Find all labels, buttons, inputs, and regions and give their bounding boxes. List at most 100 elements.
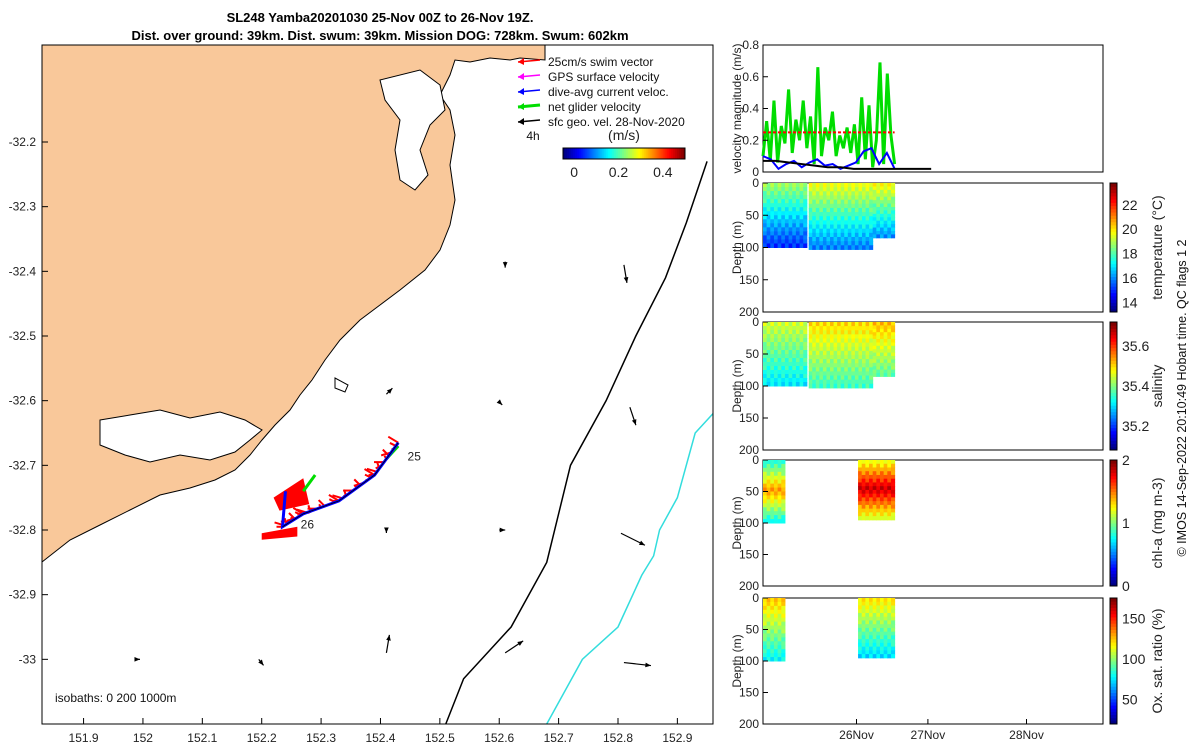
profile-cell [890,359,896,364]
profile-cell [890,497,896,502]
colorbar-cell [1110,516,1117,521]
profile-cell [803,366,808,371]
profile-cell [879,501,885,506]
profile-cell [858,504,863,510]
profile-cell [808,232,813,238]
profile-cell [837,379,842,385]
profile-cell [862,220,867,226]
profile-cell [879,356,885,360]
profile-cell [766,625,771,630]
profile-cell [876,366,881,371]
profile-cell [795,187,801,192]
profile-cell [763,629,768,634]
profile-cell [812,354,817,360]
profile-cell [847,354,852,360]
profile-cell [770,330,775,335]
colorbar-cell [583,148,586,159]
y-tick-label: 0.2 [742,133,759,147]
profile-cell [822,375,827,381]
profile-cell [876,224,881,229]
profile-cell [830,232,835,238]
profile-cell [861,482,866,487]
profile-cell [770,649,775,654]
profile-cell [872,362,877,367]
colorbar-cell [1110,192,1117,197]
profile-cell [890,489,896,495]
profile-cell [869,639,874,644]
profile-cell [763,598,768,603]
profile-cell [876,210,881,215]
profile-cell [844,338,849,344]
profile-cell [766,334,771,339]
profile-cell [781,358,786,363]
profile-cell [869,354,874,360]
profile-cell [799,211,804,216]
profile-cell [879,352,885,357]
profile-cell [830,338,835,344]
profile-cell [851,236,856,242]
profile-cell [819,228,824,234]
profile-cell [826,350,831,356]
profile-cell [833,183,838,188]
profile-cell [876,220,881,225]
colorbar-cell [632,148,635,159]
colorbar-cell [642,148,645,159]
profile-cell [815,212,820,217]
profile-cell [876,234,881,239]
profile-cell [847,330,852,335]
profile-cell [766,207,771,212]
profile-cell [803,330,808,335]
profile-cell [784,183,790,188]
profile-cell [826,330,831,335]
profile-cell [869,493,874,498]
legend-label: dive-avg current veloc. [548,85,669,99]
profile-cell [865,635,870,640]
profile-cell [890,612,896,618]
legend-swatch-head [518,58,524,65]
profile-cell [840,245,845,250]
profile-cell [862,187,867,192]
profile-cell [777,653,782,658]
profile-cell [869,183,874,188]
profile-cell [862,207,867,213]
colorbar-cell [1110,195,1117,200]
profile-cell [890,230,896,235]
profile-cell [763,322,768,327]
profile-cell [879,627,885,633]
profile-cell [869,342,874,348]
profile-cell [887,325,892,330]
profile-cell [766,199,771,204]
profile-cell [858,609,863,614]
colorbar-cell [1110,325,1117,329]
profile-cell [830,346,835,352]
profile-cell [858,489,863,495]
profile-cell [812,322,817,327]
profile-cell [858,346,863,352]
profile-cell [770,637,775,642]
profile-cell [837,334,842,339]
profile-cell [861,486,866,491]
estuary-clarence [99,409,263,463]
profile-cell [781,223,786,228]
profile-cell [879,210,885,215]
colorbar-cell [1110,472,1117,477]
colorbar-cell [1110,491,1117,496]
profile-cell [763,605,768,611]
colorbar-tick: 0 [570,164,578,180]
profile-cell [865,346,870,352]
profile-cell [865,375,870,381]
profile-cell [763,519,768,524]
profile-cell [830,363,835,368]
profile-cell [763,601,768,607]
profile-cell [808,220,813,226]
map-frame [41,44,714,725]
profile-cell [808,346,813,352]
profile-cell [819,371,824,377]
profile-cell [872,200,877,205]
colorbar-cell [1110,551,1117,555]
profile-cell [784,374,790,379]
profile-cell [833,199,838,205]
colorbar-cell [1110,382,1117,387]
profile-cell [812,207,817,213]
